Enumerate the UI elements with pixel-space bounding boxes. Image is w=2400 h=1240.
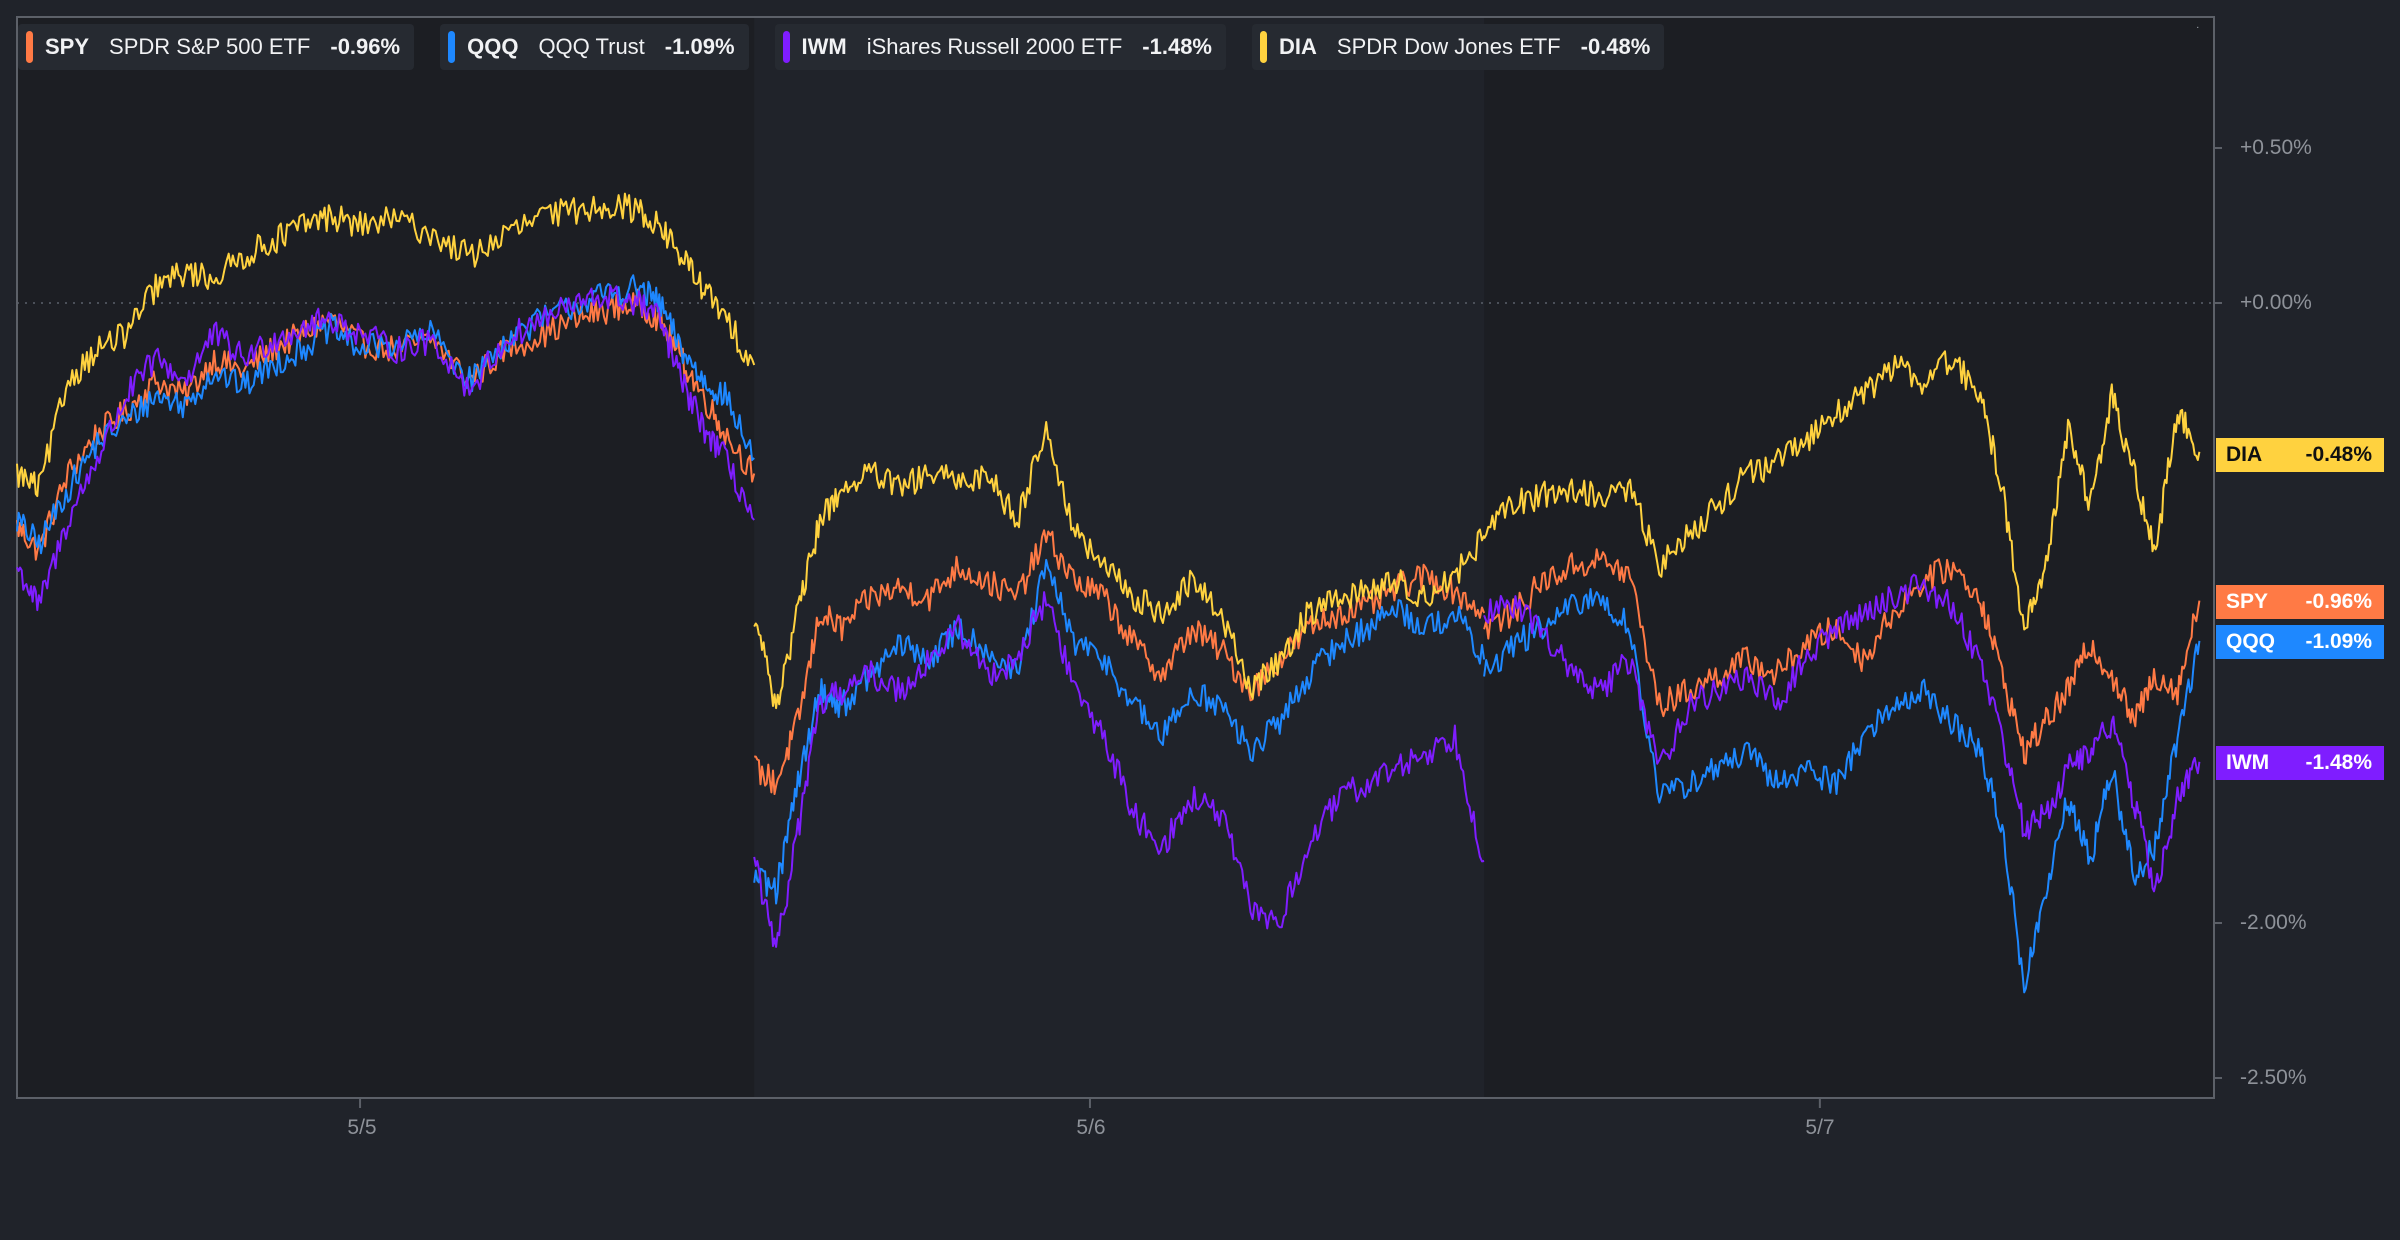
legend-item-qqq[interactable]: QQQ QQQ Trust -1.09% <box>440 24 749 70</box>
legend-item-iwm[interactable]: IWM iShares Russell 2000 ETF -1.48% <box>774 24 1226 70</box>
series-line-iwm-session-3[interactable] <box>1483 573 2201 893</box>
y-tick-label: -2.50% <box>2240 1066 2307 1089</box>
legend-symbol-qqq: QQQ <box>467 34 519 59</box>
legend-name-dia: SPDR Dow Jones ETF <box>1336 34 1561 59</box>
legend-swatch-iwm <box>782 31 790 63</box>
legend-item-dia[interactable]: DIA SPDR Dow Jones ETF -0.48% <box>1252 24 1665 70</box>
series-line-qqq-session-3[interactable] <box>1483 588 2201 994</box>
last-value-tag-spy: SPY -0.96% <box>2216 585 2384 619</box>
legend-change-iwm: -1.48% <box>1142 34 1212 59</box>
tag-symbol: IWM <box>2226 751 2270 774</box>
tag-value: -0.48% <box>2305 443 2372 466</box>
tag-value: -1.48% <box>2305 751 2372 774</box>
plot-frame <box>16 16 2215 1099</box>
legend-symbol-iwm: IWM <box>801 34 847 59</box>
legend-swatch-qqq <box>448 31 456 63</box>
legend-symbol-spy: SPY <box>45 34 90 59</box>
series-line-dia-session-1[interactable] <box>16 192 756 498</box>
x-tick-label: 5/5 <box>347 1116 377 1139</box>
y-tick-label: -2.00% <box>2240 911 2307 934</box>
last-value-tag-dia: DIA -0.48% <box>2216 438 2384 472</box>
series-line-dia-session-2[interactable] <box>753 421 1486 710</box>
series-line-qqq-session-2[interactable] <box>753 558 1486 905</box>
last-value-tag-iwm: IWM -1.48% <box>2216 746 2384 780</box>
legend-change-spy: -0.96% <box>330 34 401 59</box>
last-value-tag-qqq: QQQ -1.09% <box>2216 625 2384 659</box>
tag-value: -1.09% <box>2305 630 2372 653</box>
x-tick-label: 5/7 <box>1805 1116 1835 1139</box>
series-line-spy-session-3[interactable] <box>1483 548 2201 765</box>
y-tick-label: +0.00% <box>2240 291 2312 314</box>
series-line-qqq-session-1[interactable] <box>16 274 755 555</box>
legend-symbol-dia: DIA <box>1279 34 1317 59</box>
legend-name-spy: SPDR S&P 500 ETF <box>109 34 311 59</box>
legend-swatch-dia <box>1260 31 1267 63</box>
tag-symbol: DIA <box>2226 443 2263 466</box>
legend-name-iwm: iShares Russell 2000 ETF <box>866 34 1123 59</box>
series-line-iwm-session-1[interactable] <box>16 285 755 612</box>
overnight-shade-left <box>17 17 755 1098</box>
tag-value: -0.96% <box>2305 590 2372 613</box>
tag-symbol: SPY <box>2226 590 2269 613</box>
overnight-shade-right <box>1484 17 2214 1098</box>
legend-change-qqq: -1.09% <box>664 34 735 59</box>
corner-marker: ˙ <box>2196 24 2201 40</box>
legend-name-qqq: QQQ Trust <box>538 34 645 59</box>
legend: SPY SPDR S&P 500 ETF -0.96% QQQ QQQ Trus… <box>18 24 1665 70</box>
legend-swatch-spy <box>26 31 33 63</box>
y-tick-label: +0.50% <box>2240 136 2312 159</box>
legend-change-dia: -0.48% <box>1580 34 1651 59</box>
x-tick-label: 5/6 <box>1076 1116 1106 1139</box>
axis-ticks <box>359 147 2222 1108</box>
series-line-dia-session-3[interactable] <box>1483 350 2201 631</box>
series-line-iwm-session-2[interactable] <box>753 591 1485 948</box>
tag-symbol: QQQ <box>2226 630 2276 653</box>
legend-item-spy[interactable]: SPY SPDR S&P 500 ETF -0.96% <box>18 24 415 70</box>
series-group <box>16 192 2201 994</box>
